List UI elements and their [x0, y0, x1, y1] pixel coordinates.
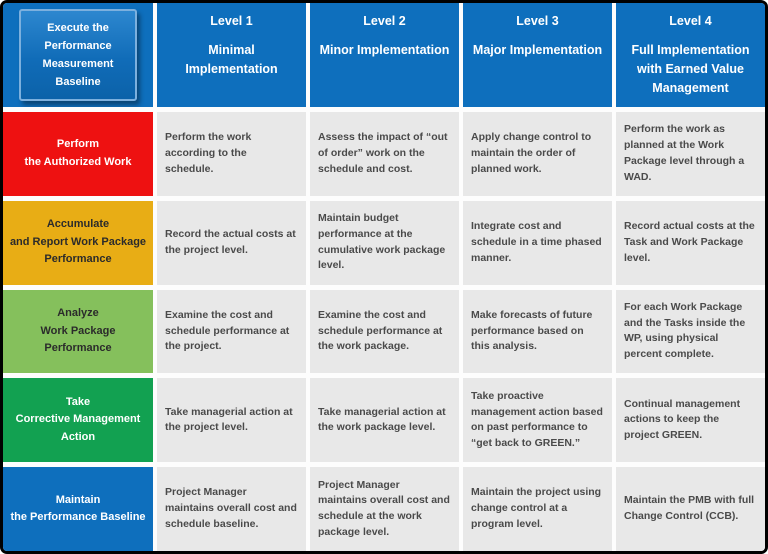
- matrix-cell: Continual management actions to keep the…: [616, 378, 765, 463]
- matrix-cell: Apply change control to maintain the ord…: [463, 112, 612, 196]
- matrix-cell: Assess the impact of “out of order” work…: [310, 112, 459, 196]
- matrix-cell: Record actual costs at the Task and Work…: [616, 200, 765, 285]
- column-header-level-4: Level 4 Full Implementation with Earned …: [616, 3, 765, 107]
- cell-text: Record the actual costs at the project l…: [165, 227, 296, 256]
- cell-text: Project Manager maintains overall cost a…: [165, 486, 297, 530]
- matrix-cell: Examine the cost and schedule performanc…: [157, 289, 306, 374]
- cell-text: Examine the cost and schedule performanc…: [165, 308, 290, 353]
- corner-header-cell: Execute the Performance Measurement Base…: [3, 3, 153, 107]
- matrix-cell: Take managerial action at the work packa…: [310, 378, 459, 463]
- matrix-cell: Record the actual costs at the project l…: [157, 200, 306, 285]
- matrix-cell: Perform the work as planned at the Work …: [616, 112, 765, 196]
- row-header-analyze-performance: Analyze Work Package Performance: [3, 289, 153, 374]
- level-label: Level 4: [669, 14, 712, 28]
- cell-text: Apply change control to maintain the ord…: [471, 131, 592, 175]
- cell-text: Maintain the PMB with full Change Contro…: [624, 494, 755, 523]
- level-label: Level 1: [210, 14, 253, 28]
- matrix-cell: Project Manager maintains overall cost a…: [157, 467, 306, 551]
- cell-text: Continual management actions to keep the…: [624, 397, 741, 442]
- row-header-take-corrective-action: Take Corrective Management Action: [3, 378, 153, 463]
- matrix-cell: Project Manager maintains overall cost a…: [310, 467, 459, 551]
- level-description: Major Implementation: [472, 43, 603, 57]
- matrix-cell: Make forecasts of future performance bas…: [463, 289, 612, 374]
- matrix-cell: Maintain the project using change contro…: [463, 467, 612, 551]
- cell-text: Assess the impact of “out of order” work…: [318, 131, 448, 175]
- column-header-level-2: Level 2 Minor Implementation: [310, 3, 459, 107]
- cell-text: Record actual costs at the Task and Work…: [624, 220, 755, 264]
- level-description: Minimal Implementation: [185, 43, 278, 76]
- level-label: Level 2: [363, 14, 406, 28]
- column-header-level-1: Level 1 Minimal Implementation: [157, 3, 306, 107]
- matrix-cell: Take proactive management action based o…: [463, 378, 612, 463]
- matrix-cell: Integrate cost and schedule in a time ph…: [463, 200, 612, 285]
- matrix-cell: Maintain the PMB with full Change Contro…: [616, 467, 765, 551]
- cell-text: Take managerial action at the work packa…: [318, 405, 446, 434]
- cell-text: For each Work Package and the Tasks insi…: [624, 300, 746, 361]
- cell-text: Perform the work according to the schedu…: [165, 131, 252, 175]
- matrix-cell: Maintain budget performance at the cumul…: [310, 200, 459, 285]
- matrix-cell: For each Work Package and the Tasks insi…: [616, 289, 765, 374]
- cell-text: Project Manager maintains overall cost a…: [318, 478, 450, 538]
- level-label: Level 3: [516, 14, 559, 28]
- matrix-cell: Take managerial action at the project le…: [157, 378, 306, 463]
- execute-pmb-title-button: Execute the Performance Measurement Base…: [19, 8, 137, 102]
- cell-text: Perform the work as planned at the Work …: [624, 123, 745, 183]
- pmb-implementation-matrix: Execute the Performance Measurement Base…: [3, 3, 765, 551]
- row-header-maintain-baseline: Maintain the Performance Baseline: [3, 467, 153, 551]
- row-header-perform-authorized-work: Perform the Authorized Work: [3, 112, 153, 196]
- cell-text: Maintain budget performance at the cumul…: [318, 212, 446, 272]
- cell-text: Maintain the project using change contro…: [471, 486, 602, 530]
- row-header-accumulate-report-performance: Accumulate and Report Work Package Perfo…: [3, 200, 153, 285]
- matrix-cell: Perform the work according to the schedu…: [157, 112, 306, 196]
- matrix-cell: Examine the cost and schedule performanc…: [310, 289, 459, 374]
- level-description: Minor Implementation: [319, 43, 450, 57]
- cell-text: Examine the cost and schedule performanc…: [318, 308, 443, 353]
- cell-text: Make forecasts of future performance bas…: [471, 308, 593, 353]
- cell-text: Integrate cost and schedule in a time ph…: [471, 220, 602, 264]
- column-header-level-3: Level 3 Major Implementation: [463, 3, 612, 107]
- cell-text: Take proactive management action based o…: [471, 389, 603, 450]
- cell-text: Take managerial action at the project le…: [165, 405, 293, 434]
- level-description: Full Implementation with Earned Value Ma…: [631, 43, 750, 95]
